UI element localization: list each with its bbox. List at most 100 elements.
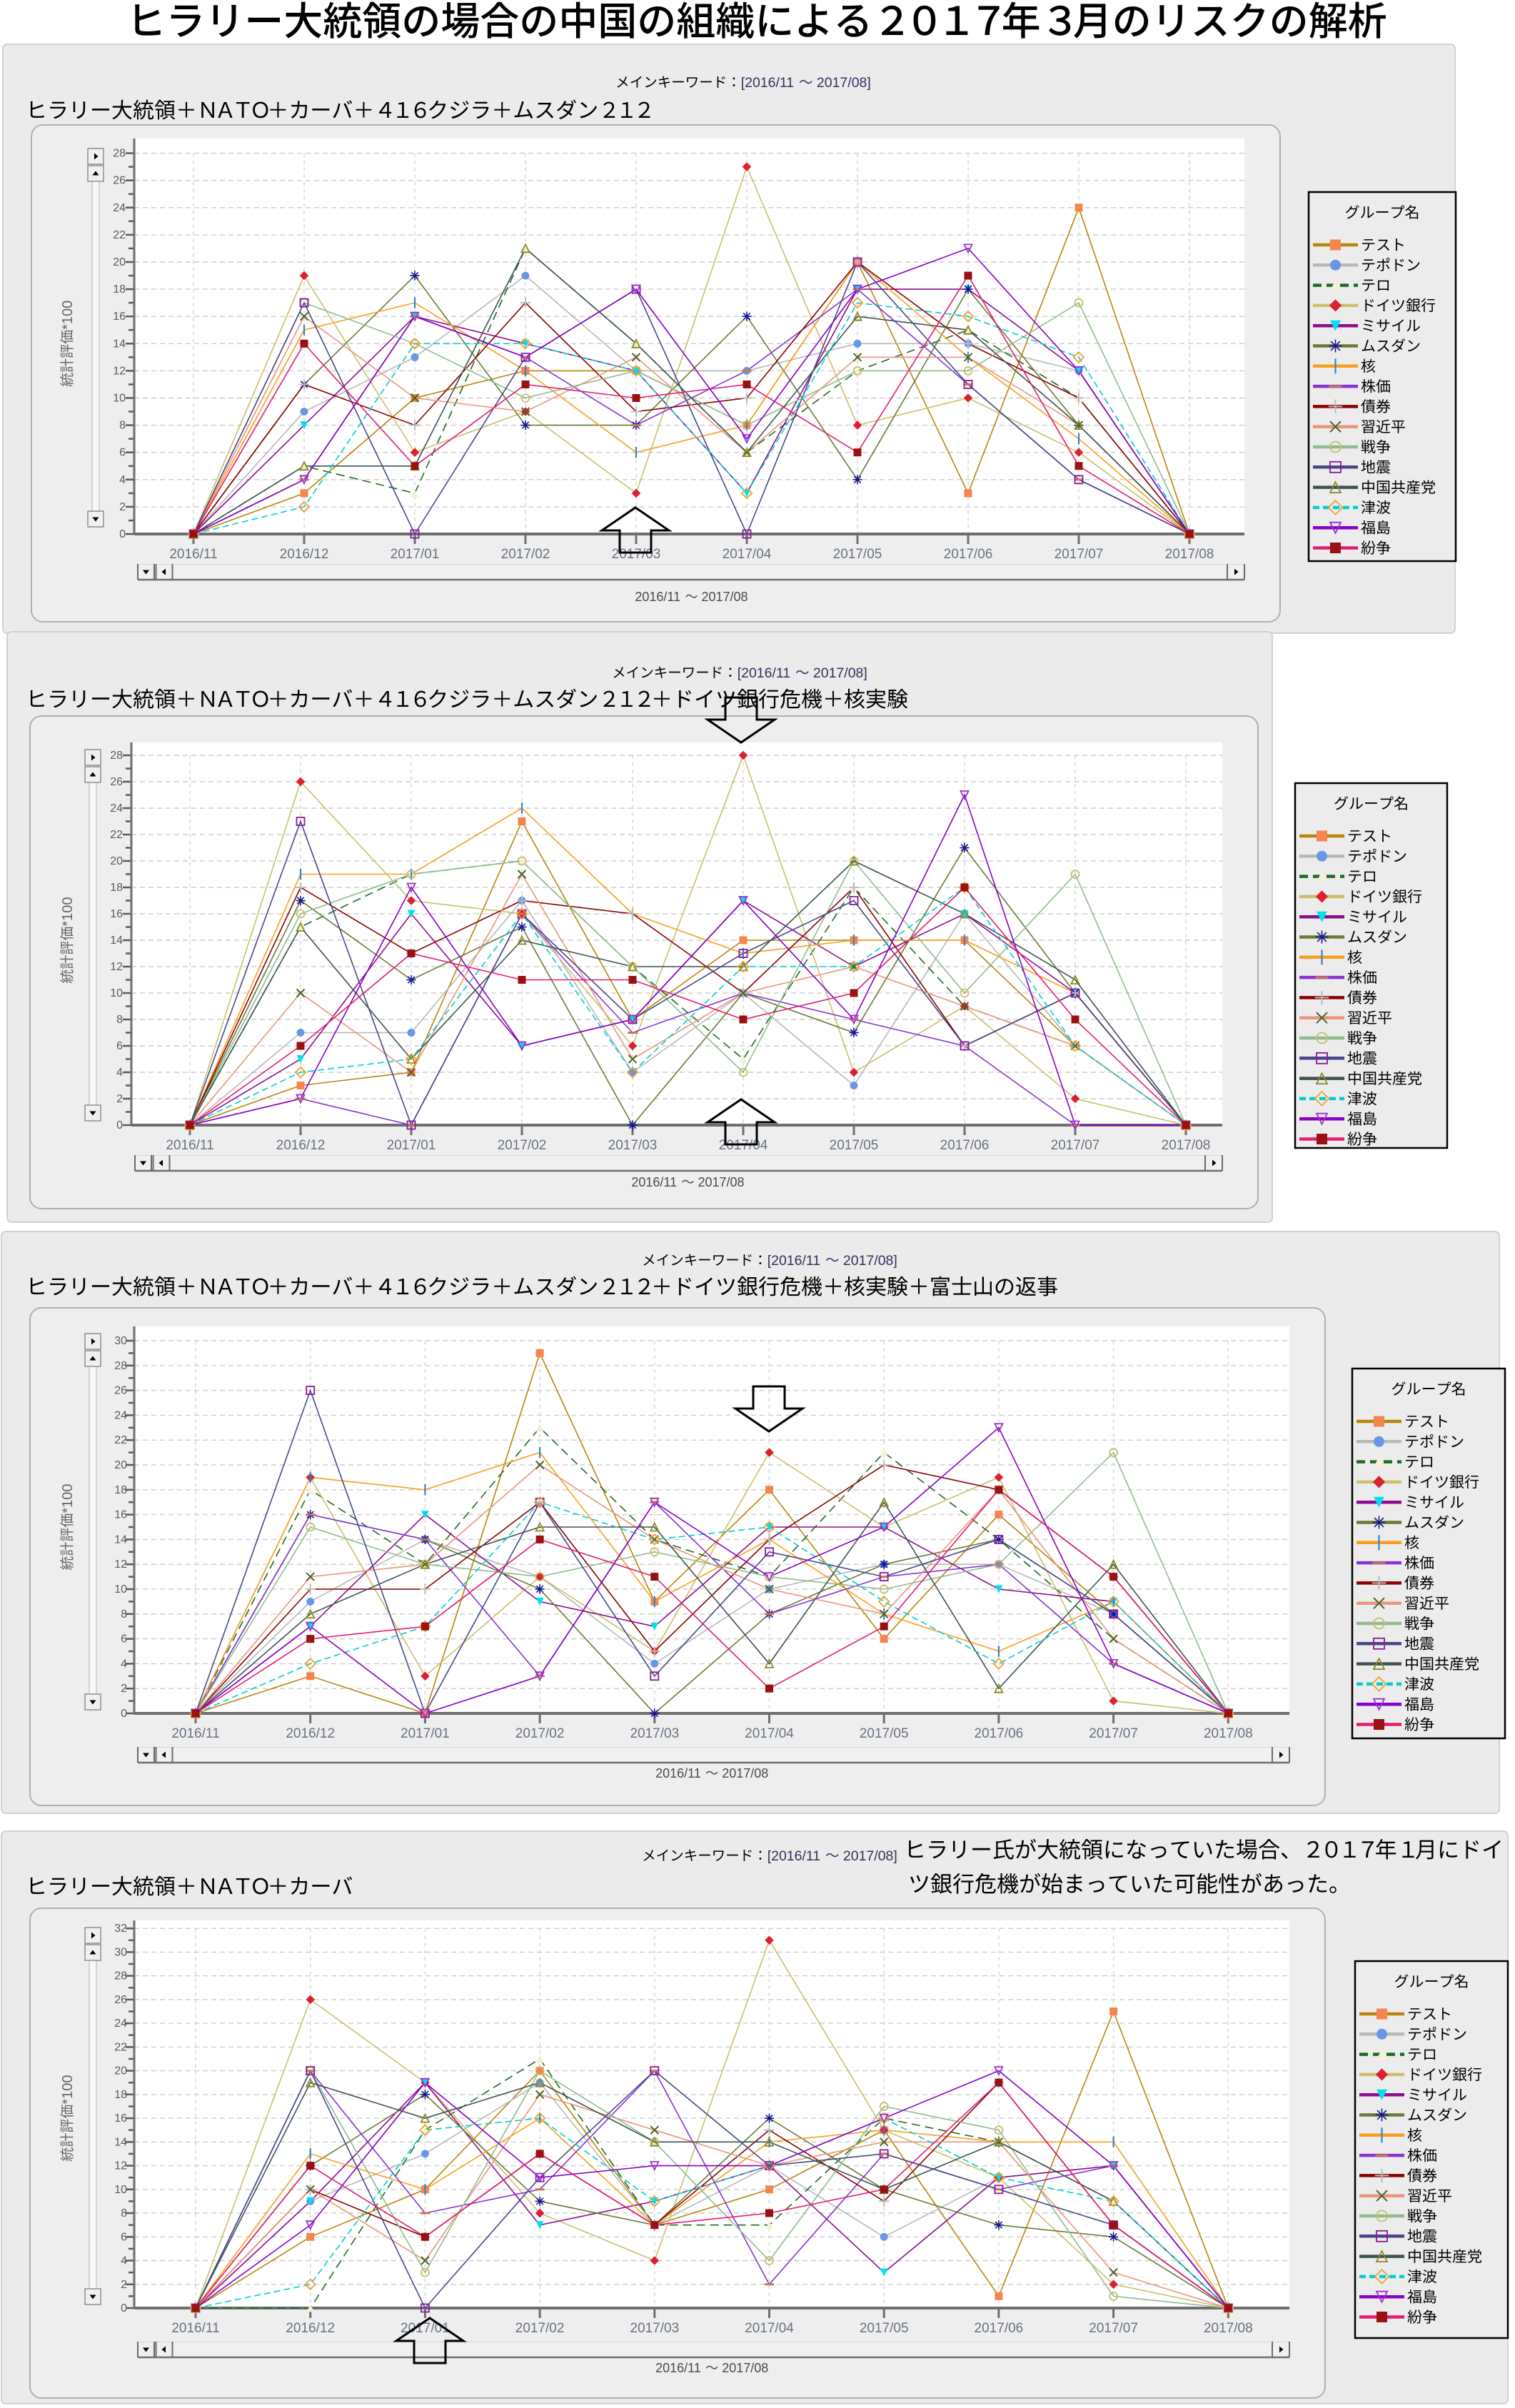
- svg-text:2017/05: 2017/05: [830, 1138, 879, 1153]
- svg-text:20: 20: [114, 2065, 127, 2077]
- svg-text:0: 0: [121, 1708, 127, 1720]
- svg-text:16: 16: [110, 908, 123, 920]
- svg-text:2: 2: [121, 2279, 127, 2291]
- svg-text:28: 28: [114, 1970, 127, 1983]
- svg-text:2017/08]: 2017/08]: [843, 1848, 897, 1864]
- svg-text:12: 12: [114, 2160, 127, 2172]
- svg-text:10: 10: [110, 987, 123, 999]
- svg-text:24: 24: [110, 802, 123, 815]
- svg-text:6: 6: [116, 1040, 123, 1052]
- svg-text:[2016/11: [2016/11: [767, 1253, 820, 1269]
- svg-text:2017/08: 2017/08: [1162, 1138, 1211, 1153]
- svg-text:2017/01: 2017/01: [401, 1726, 450, 1741]
- svg-text:2017/08: 2017/08: [1165, 547, 1214, 562]
- svg-text:2017/07: 2017/07: [1051, 1138, 1100, 1153]
- svg-text:2017/07: 2017/07: [1089, 2321, 1138, 2336]
- svg-text:2017/08: 2017/08: [1204, 2321, 1253, 2336]
- svg-text:16: 16: [114, 1509, 127, 1521]
- svg-text:18: 18: [113, 283, 126, 296]
- svg-text:2017/05: 2017/05: [833, 547, 882, 562]
- svg-text:*100: *100: [60, 1483, 76, 1513]
- svg-text:12: 12: [114, 1558, 127, 1571]
- svg-text:12: 12: [110, 961, 123, 973]
- svg-text:4: 4: [121, 2255, 127, 2267]
- svg-text:26: 26: [110, 776, 123, 788]
- svg-text:2016/11: 2016/11: [169, 547, 217, 562]
- svg-text:0: 0: [116, 1119, 123, 1132]
- svg-text:28: 28: [114, 1360, 127, 1372]
- svg-text:2017/03: 2017/03: [612, 547, 661, 562]
- svg-text:2017/07: 2017/07: [1055, 547, 1104, 562]
- svg-text:16: 16: [114, 2112, 127, 2125]
- svg-text:22: 22: [110, 829, 123, 841]
- svg-text:8: 8: [121, 2207, 127, 2220]
- svg-text:2017/02: 2017/02: [498, 1138, 547, 1153]
- svg-text:12: 12: [113, 365, 126, 377]
- svg-text:2017/06: 2017/06: [975, 2321, 1024, 2336]
- svg-text:22: 22: [114, 1434, 127, 1446]
- svg-text:26: 26: [114, 1994, 127, 2006]
- svg-text:[2016/11: [2016/11: [767, 1848, 820, 1864]
- svg-text:6: 6: [121, 1633, 127, 1646]
- svg-text:2016/11: 2016/11: [166, 1138, 213, 1153]
- svg-text:2017/03: 2017/03: [608, 1138, 658, 1153]
- svg-text:8: 8: [116, 1014, 123, 1026]
- svg-text:14: 14: [113, 338, 126, 350]
- svg-text:2016/11: 2016/11: [635, 590, 680, 604]
- svg-text:24: 24: [114, 1409, 127, 1421]
- svg-text:30: 30: [114, 1335, 127, 1347]
- svg-text:10: 10: [114, 1583, 127, 1596]
- svg-text:*100: *100: [60, 301, 76, 330]
- svg-text:2017/08: 2017/08: [702, 590, 748, 604]
- svg-text:16: 16: [113, 311, 126, 323]
- svg-text:2: 2: [121, 1683, 127, 1695]
- svg-text:2017/01: 2017/01: [391, 547, 440, 562]
- svg-text:2017/08]: 2017/08]: [843, 1253, 897, 1269]
- svg-text:18: 18: [114, 1484, 127, 1496]
- svg-text:2017/06: 2017/06: [940, 1138, 990, 1153]
- svg-text:32: 32: [114, 1923, 127, 1935]
- svg-text:18: 18: [114, 2089, 127, 2101]
- svg-text:2016/11: 2016/11: [655, 2361, 701, 2375]
- svg-text:2017/03: 2017/03: [630, 2321, 679, 2336]
- svg-text:2016/12: 2016/12: [286, 2321, 335, 2336]
- svg-text:0: 0: [121, 2302, 127, 2314]
- svg-text:[2016/11: [2016/11: [741, 75, 794, 91]
- svg-text:30: 30: [114, 1946, 127, 1958]
- svg-text:20: 20: [113, 256, 126, 268]
- svg-text:4: 4: [121, 1658, 127, 1670]
- svg-text:*100: *100: [60, 2075, 76, 2105]
- svg-text:0: 0: [119, 528, 126, 540]
- svg-text:2017/02: 2017/02: [501, 547, 550, 562]
- svg-text:26: 26: [113, 175, 126, 187]
- svg-text:2017/06: 2017/06: [944, 547, 993, 562]
- svg-text:2017/06: 2017/06: [975, 1726, 1024, 1741]
- svg-text:28: 28: [113, 148, 126, 160]
- svg-text:2017/04: 2017/04: [723, 547, 772, 562]
- svg-text:14: 14: [110, 935, 123, 947]
- svg-text:2017/05: 2017/05: [860, 2321, 909, 2336]
- svg-text:2017/02: 2017/02: [515, 2321, 565, 2336]
- svg-text:2017/08: 2017/08: [722, 1766, 768, 1780]
- svg-text:24: 24: [114, 2017, 127, 2030]
- svg-text:10: 10: [113, 393, 126, 405]
- svg-text:4: 4: [116, 1067, 123, 1079]
- svg-text:2017/08: 2017/08: [1204, 1726, 1253, 1741]
- svg-text:22: 22: [113, 229, 126, 241]
- svg-text:2016/12: 2016/12: [286, 1726, 335, 1741]
- svg-text:2017/08]: 2017/08]: [817, 75, 871, 91]
- svg-text:2016/12: 2016/12: [276, 1138, 326, 1153]
- svg-text:8: 8: [119, 420, 126, 432]
- svg-text:2016/11: 2016/11: [631, 1175, 677, 1189]
- svg-text:20: 20: [114, 1459, 127, 1471]
- svg-text:20: 20: [110, 855, 123, 867]
- svg-text:2016/12: 2016/12: [280, 547, 329, 562]
- svg-text:26: 26: [114, 1385, 127, 1397]
- svg-text:24: 24: [113, 202, 126, 214]
- svg-text:2017/01: 2017/01: [387, 1138, 436, 1153]
- svg-text:2017/04: 2017/04: [745, 2321, 794, 2336]
- svg-text:2017/08]: 2017/08]: [813, 665, 867, 681]
- svg-text:2017/07: 2017/07: [1089, 1726, 1138, 1741]
- svg-text:2016/11: 2016/11: [655, 1766, 701, 1780]
- svg-text:14: 14: [114, 2136, 127, 2148]
